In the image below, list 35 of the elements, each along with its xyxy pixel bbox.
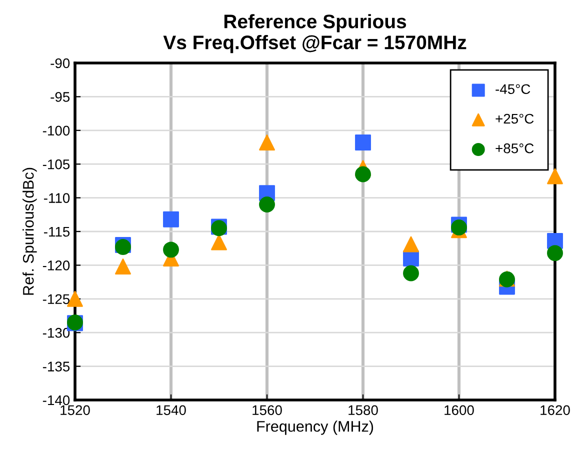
point <box>259 196 275 213</box>
point <box>355 166 371 182</box>
x-tick-label: 1620 <box>540 405 570 416</box>
point <box>259 134 275 151</box>
point <box>163 211 179 228</box>
y-tick-label: -110 <box>44 193 70 203</box>
point <box>163 242 179 258</box>
y-tick-label: -95 <box>50 92 70 102</box>
point <box>403 265 419 282</box>
x-axis-title: Frequency (MHz) <box>257 420 374 435</box>
y-tick-label: -105 <box>42 159 70 170</box>
y-axis-title: Ref. Spurious(dBc) <box>22 168 37 295</box>
legend-label: +25°C <box>496 114 534 124</box>
point <box>403 236 419 252</box>
x-tick-label: 1540 <box>156 405 186 416</box>
legend-label: +85°C <box>496 143 534 154</box>
x-tick-label: 1600 <box>444 405 474 416</box>
legend-label: -45°C <box>496 84 530 94</box>
y-tick-label: -140 <box>42 395 70 406</box>
y-tick-label: -90 <box>50 58 70 68</box>
point <box>547 245 563 262</box>
point <box>115 258 131 275</box>
x-tick-label: 1560 <box>252 405 282 416</box>
y-tick-label: -120 <box>42 260 70 270</box>
y-tick-label: -115 <box>44 226 70 237</box>
chart-title: Reference Spurious Vs Freq.Offset @Fcar = 1570MHz <box>163 14 466 54</box>
y-tick-label: -100 <box>42 126 70 136</box>
x-tick-label: 1580 <box>348 405 378 416</box>
x-tick-label: 1520 <box>60 405 90 416</box>
y-tick-label: -125 <box>42 294 70 304</box>
y-tick-label: -130 <box>42 328 70 338</box>
point <box>355 134 371 151</box>
point <box>547 168 563 184</box>
point <box>211 234 227 250</box>
y-tick-label: -135 <box>42 362 70 372</box>
